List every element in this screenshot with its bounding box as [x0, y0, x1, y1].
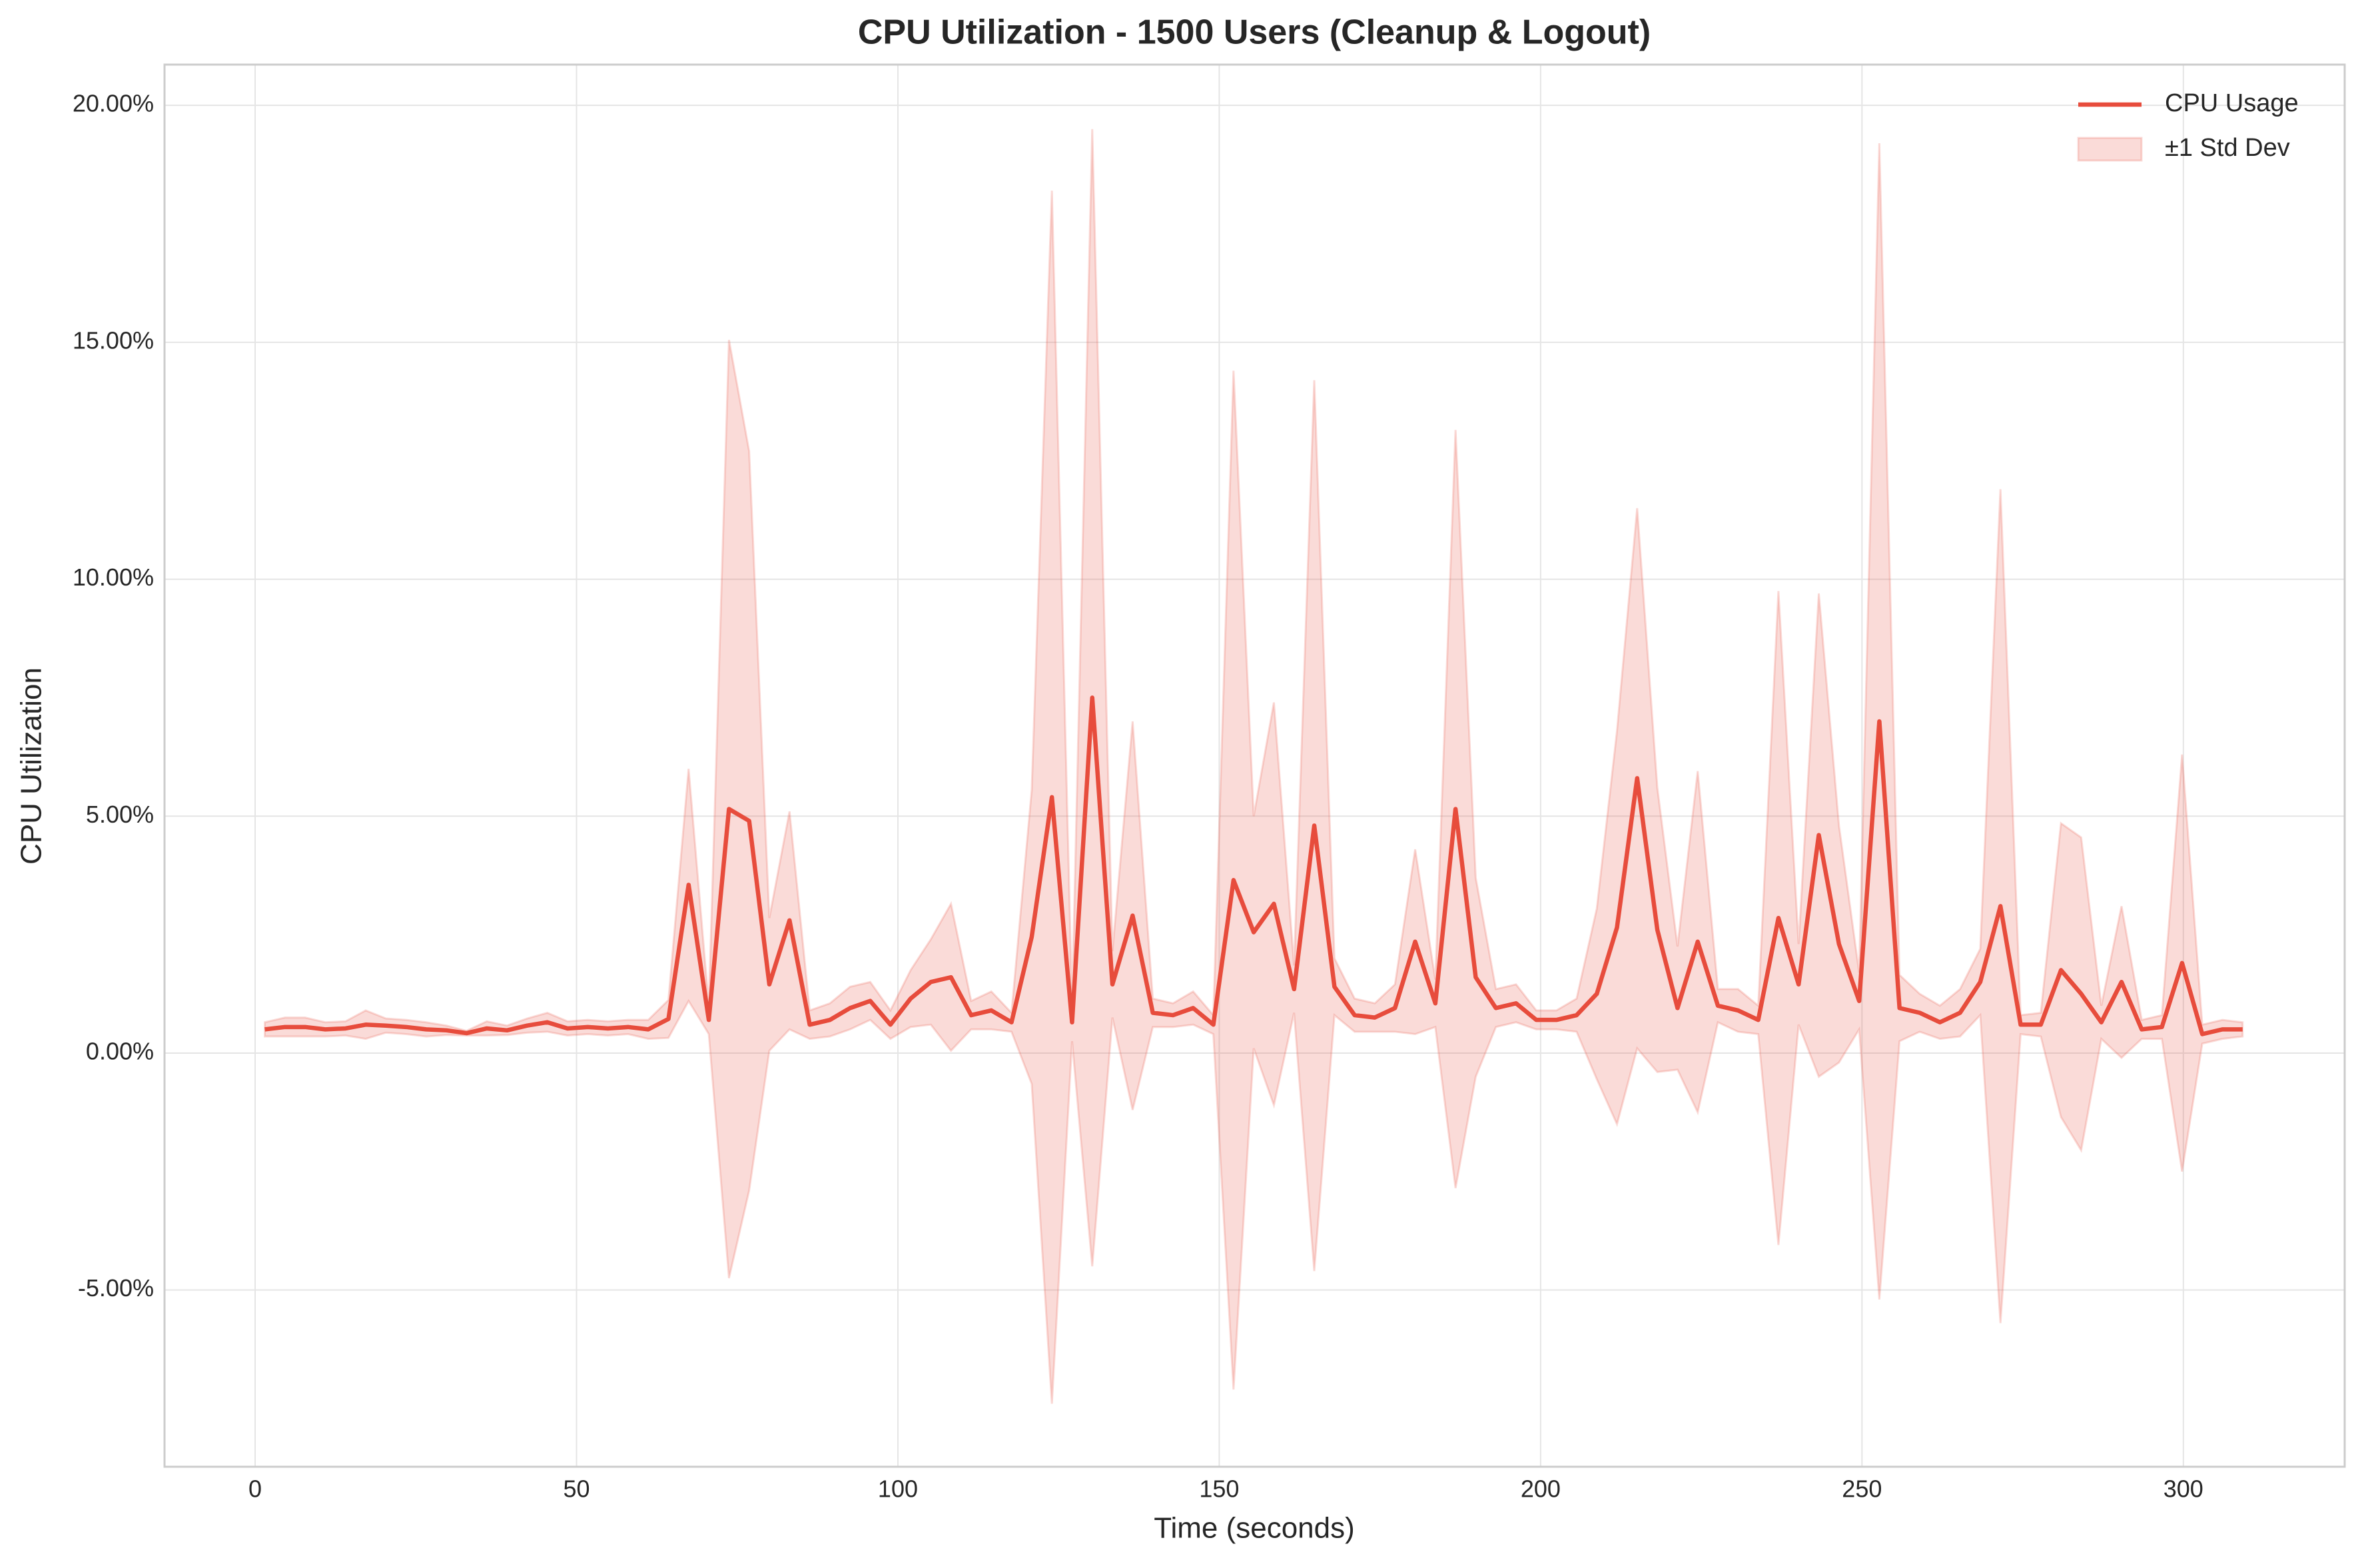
plot-frame	[163, 63, 2346, 1468]
y-tick-label: -5.00%	[78, 1274, 154, 1302]
legend-label: ±1 Std Dev	[2165, 134, 2290, 162]
x-tick-label: 0	[248, 1475, 262, 1503]
x-tick-label: 100	[878, 1475, 918, 1503]
chart-title: CPU Utilization - 1500 Users (Cleanup & …	[858, 13, 1651, 52]
x-tick-label: 50	[563, 1475, 590, 1503]
y-tick-label: 5.00%	[86, 801, 154, 828]
x-tick-label: 250	[1842, 1475, 1882, 1503]
y-tick-label: 15.00%	[73, 326, 154, 354]
x-tick-label: 300	[2164, 1475, 2203, 1503]
y-tick-label: 10.00%	[73, 564, 154, 591]
y-axis-label: CPU Utilization	[15, 667, 48, 865]
y-tick-label: 0.00%	[86, 1037, 154, 1064]
x-axis-label: Time (seconds)	[1154, 1512, 1355, 1545]
std-band	[264, 129, 2244, 1404]
legend-label: CPU Usage	[2165, 89, 2299, 117]
legend-swatch	[2077, 137, 2143, 162]
x-tick-label: 200	[1521, 1475, 1561, 1503]
y-tick-label: 20.00%	[73, 90, 154, 117]
x-tick-label: 150	[1199, 1475, 1239, 1503]
cpu-line	[264, 695, 2243, 1036]
